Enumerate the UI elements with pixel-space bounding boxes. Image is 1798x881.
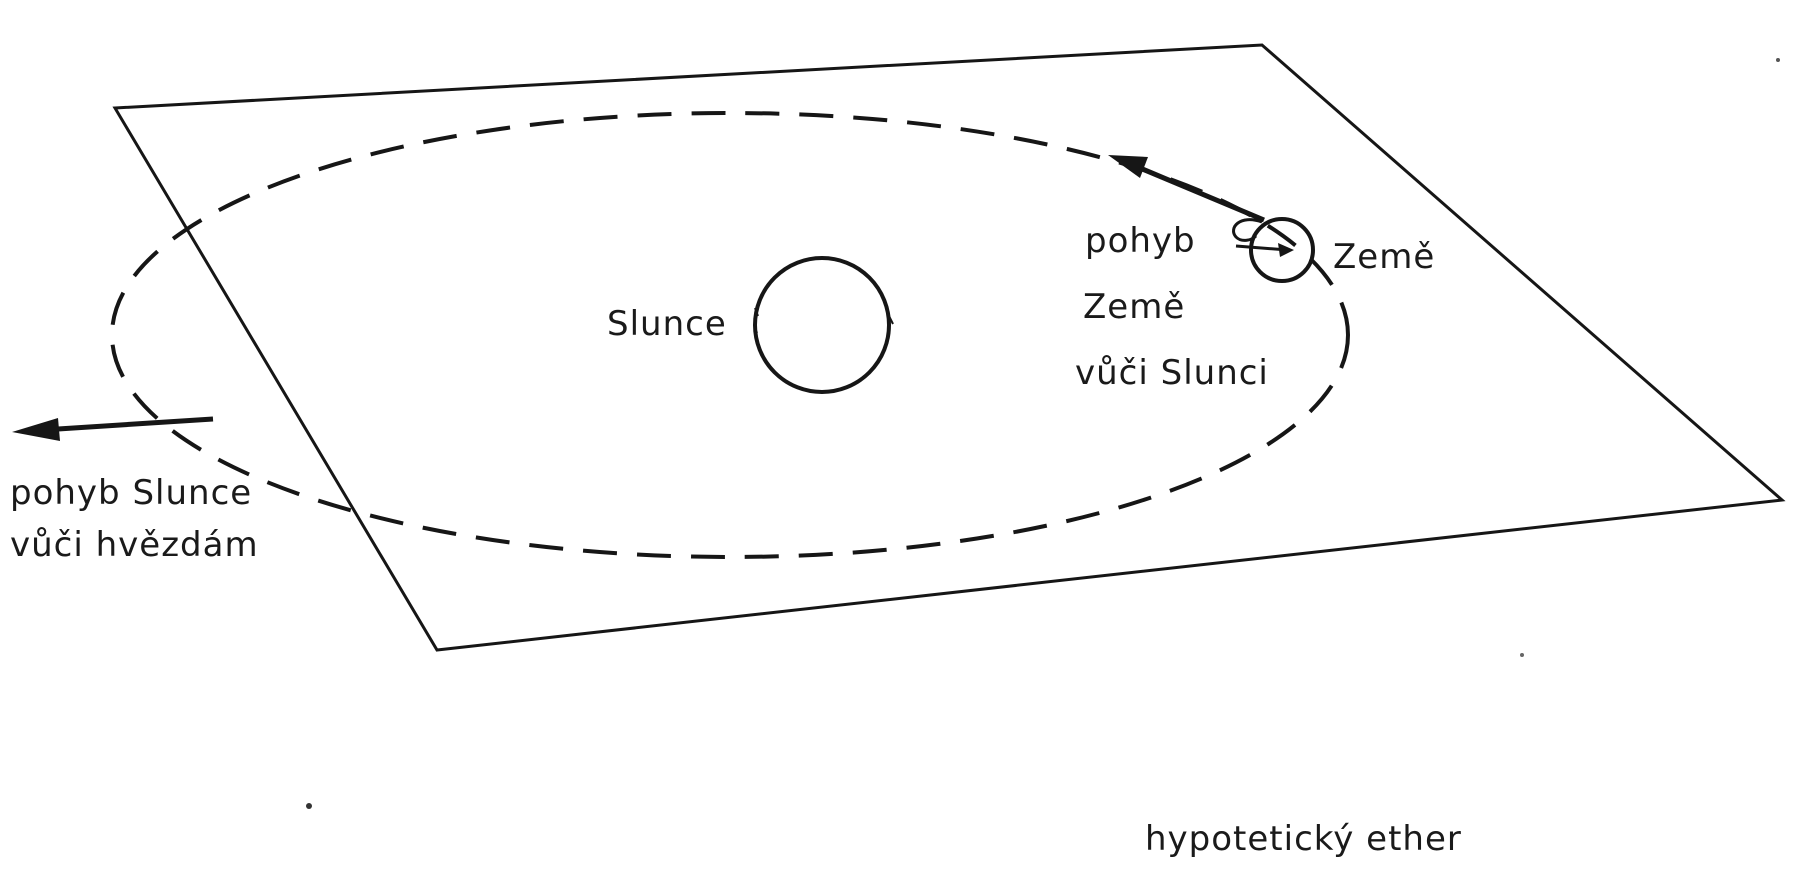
ether-plane [112,43,1786,652]
sun-edge-tick-left [753,307,759,334]
scan-speck [1520,653,1524,657]
scan-speck [1776,58,1780,62]
earth-motion-label-line2: Země [1083,287,1185,327]
earth-label: Země [1333,237,1435,277]
scan-speck [306,803,312,809]
sun-label: Slunce [607,304,727,344]
sun-motion-arrow-head [12,418,60,441]
earth-orbit [110,111,1350,559]
earth-motion-arrow-shaft [1139,165,1265,223]
earth-inner-arrowhead [1278,243,1294,257]
earth-motion-label-line3: vůči Slunci [1075,353,1269,393]
earth-circle [1249,217,1315,283]
sun-motion-arrow-shaft [57,416,214,432]
sun-motion-label-line2: vůči hvězdám [10,525,259,565]
sun-motion-label-line1: pohyb Slunce [10,473,252,513]
earth-motion-arrow-head [1108,155,1148,178]
sun-edge-tick-right [888,315,894,325]
sun-circle [753,256,891,394]
ether-label: hypotetický ether [1145,819,1462,859]
earth-spin-curl [1232,218,1263,242]
earth-motion-label-line1: pohyb [1085,221,1196,261]
